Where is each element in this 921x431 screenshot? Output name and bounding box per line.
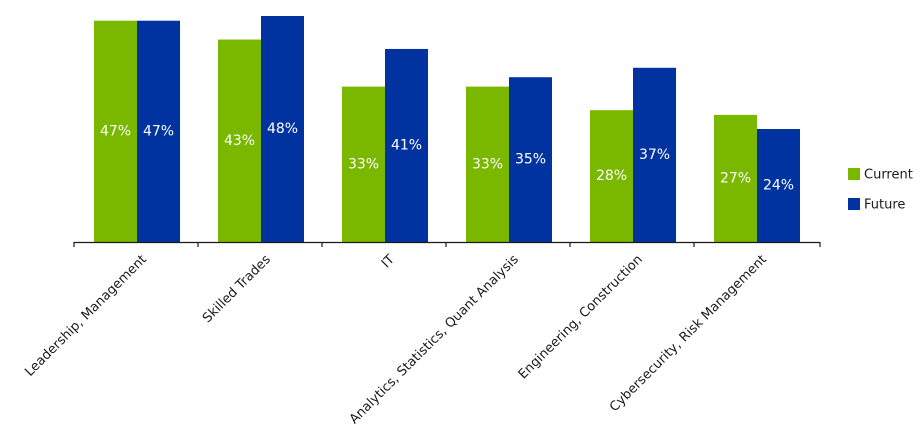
bar-current-4 (466, 86, 509, 242)
data-label-current-2: 43% (224, 133, 255, 149)
legend-swatch-future (848, 198, 860, 210)
bar-future-2 (261, 16, 304, 242)
data-label-current-5: 28% (596, 168, 627, 184)
bar-current-1 (94, 20, 137, 243)
data-label-future-3: 41% (391, 137, 422, 153)
x-axis: Leadership, Management Skilled Trades ITAn… (22, 241, 821, 427)
legend: Current Future (848, 168, 913, 213)
bar-current-3 (342, 86, 385, 242)
data-label-current-6: 27% (720, 170, 751, 186)
data-label-future-2: 48% (267, 121, 298, 137)
legend-label-current: Current (864, 168, 913, 183)
data-label-future-4: 35% (515, 152, 546, 168)
data-label-current-4: 33% (472, 156, 503, 172)
bar-future-3 (385, 48, 428, 243)
x-tick-label-1: Leadership, Management (22, 252, 150, 380)
bar-current-5 (590, 110, 633, 243)
data-label-future-1: 47% (143, 123, 174, 139)
data-label-future-5: 37% (639, 147, 670, 163)
x-tick-label-5: Engineering, Construction (516, 252, 646, 382)
bar-current-6 (714, 114, 757, 242)
data-label-current-1: 47% (100, 123, 131, 139)
x-tick-label-3: IT (379, 252, 398, 271)
bar-future-5 (633, 67, 676, 243)
legend-label-future: Future (864, 198, 905, 213)
x-tick-label-2: Skilled Trades (200, 252, 274, 326)
data-label-current-3: 33% (348, 156, 379, 172)
bar-future-4 (509, 77, 552, 242)
legend-swatch-current (848, 168, 860, 180)
bar-future-1 (137, 20, 180, 243)
data-label-future-6: 24% (763, 178, 794, 194)
x-tick-label-4: Analytics, Statistics, Quant Analysis (347, 252, 522, 427)
bars-group: 47% 47% 43% 48% 33% 41% 33% 35% 28% 37% 27% 24% (94, 16, 800, 243)
bar-current-2 (218, 39, 261, 242)
bar-future-6 (757, 129, 800, 242)
